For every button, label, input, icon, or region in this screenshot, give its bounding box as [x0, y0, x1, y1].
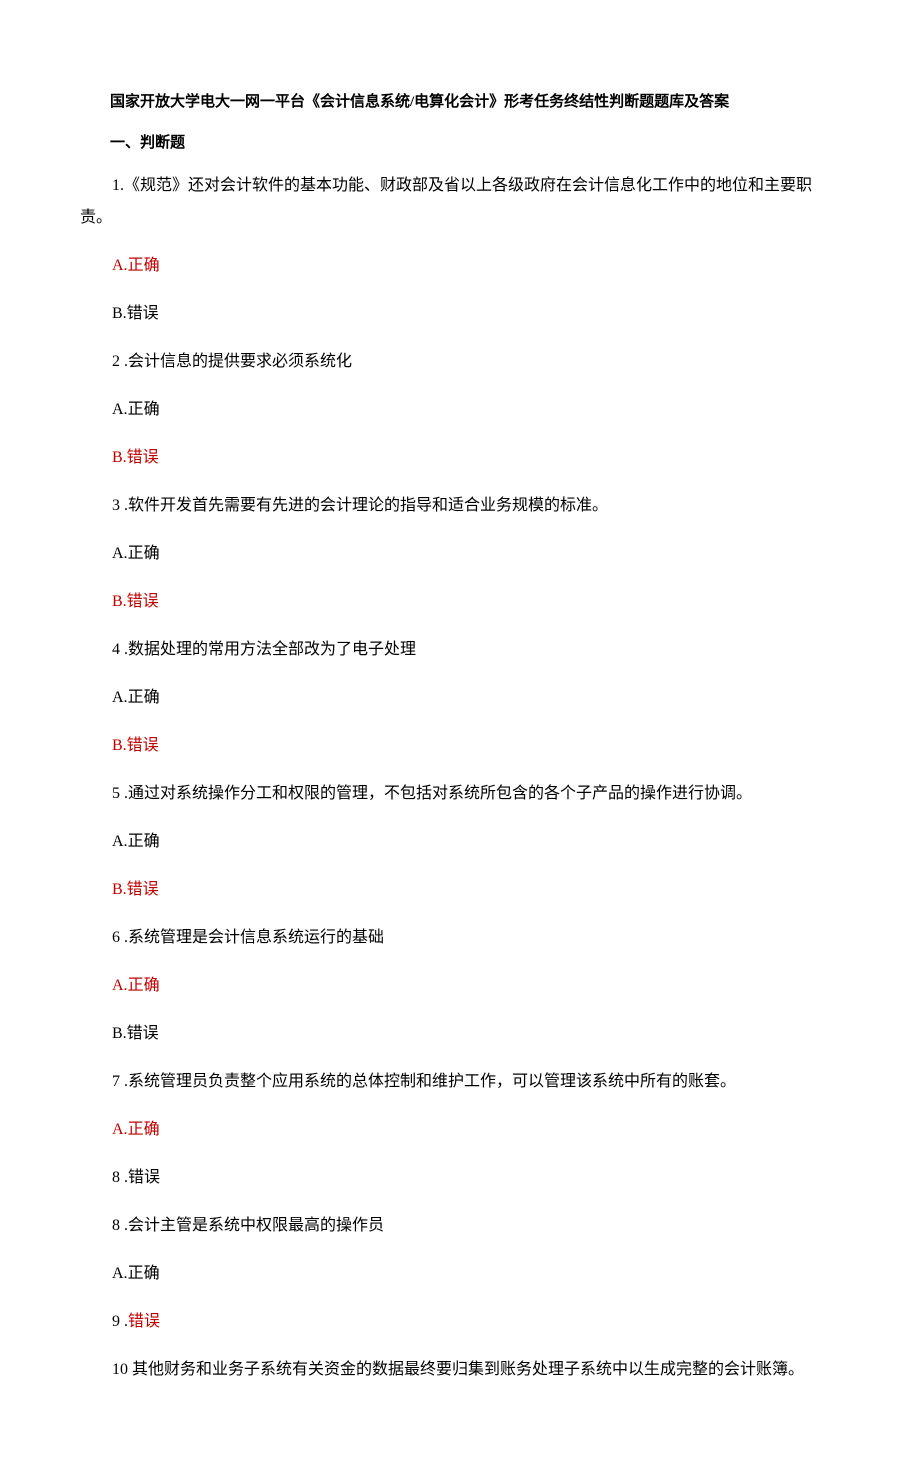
- answer-option: A.正确: [80, 1114, 840, 1146]
- answer-option: B.错误: [80, 298, 840, 330]
- item-text: 错误: [128, 1169, 160, 1186]
- item-text: 错误: [127, 305, 159, 322]
- item-prefix: 1.: [112, 177, 124, 194]
- item-text: 《规范》还对会计软件的基本功能、财政部及省以上各级政府在会计信息化工作中的地位和…: [80, 177, 812, 226]
- item-text: 会计信息的提供要求必须系统化: [128, 353, 352, 370]
- item-text: 通过对系统操作分工和权限的管理，不包括对系统所包含的各个子产品的操作进行协调。: [128, 785, 752, 802]
- item-prefix: A.: [112, 977, 128, 994]
- item-prefix: 3 .: [112, 497, 128, 514]
- answer-option: 9 .错误: [80, 1306, 840, 1338]
- item-text: 错误: [127, 449, 159, 466]
- answer-option: A.正确: [80, 250, 840, 282]
- item-prefix: 8 .: [112, 1217, 128, 1234]
- item-prefix: 9 .: [112, 1313, 128, 1330]
- answer-option: A.正确: [80, 1258, 840, 1290]
- item-text: 正确: [128, 833, 160, 850]
- item-text: 错误: [127, 881, 159, 898]
- item-prefix: A.: [112, 545, 128, 562]
- item-text: 系统管理是会计信息系统运行的基础: [128, 929, 384, 946]
- item-text: 正确: [128, 401, 160, 418]
- answer-option: A.正确: [80, 970, 840, 1002]
- item-text: 正确: [128, 545, 160, 562]
- item-prefix: A.: [112, 833, 128, 850]
- item-text: 正确: [128, 1121, 160, 1138]
- item-prefix: A.: [112, 689, 128, 706]
- question-text: 10 其他财务和业务子系统有关资金的数据最终要归集到账务处理子系统中以生成完整的…: [80, 1354, 840, 1386]
- item-text: 正确: [128, 1265, 160, 1282]
- question-text: 6 .系统管理是会计信息系统运行的基础: [80, 922, 840, 954]
- item-text: 其他财务和业务子系统有关资金的数据最终要归集到账务处理子系统中以生成完整的会计账…: [132, 1361, 804, 1378]
- answer-option: A.正确: [80, 682, 840, 714]
- answer-option: A.正确: [80, 826, 840, 858]
- answer-option: B.错误: [80, 1018, 840, 1050]
- item-text: 正确: [128, 257, 160, 274]
- question-text: 3 .软件开发首先需要有先进的会计理论的指导和适合业务规模的标准。: [80, 490, 840, 522]
- item-prefix: 6 .: [112, 929, 128, 946]
- answer-option: B.错误: [80, 874, 840, 906]
- answer-option: B.错误: [80, 586, 840, 618]
- question-text: 4 .数据处理的常用方法全部改为了电子处理: [80, 634, 840, 666]
- item-prefix: 4 .: [112, 641, 128, 658]
- item-text: 正确: [128, 689, 160, 706]
- item-prefix: B.: [112, 305, 127, 322]
- section-heading: 一、判断题: [80, 131, 840, 152]
- question-text: 5 .通过对系统操作分工和权限的管理，不包括对系统所包含的各个子产品的操作进行协…: [80, 778, 840, 810]
- answer-option: 8 .错误: [80, 1162, 840, 1194]
- item-prefix: A.: [112, 1121, 128, 1138]
- question-text: 7 .系统管理员负责整个应用系统的总体控制和维护工作，可以管理该系统中所有的账套…: [80, 1066, 840, 1098]
- item-prefix: B.: [112, 881, 127, 898]
- item-prefix: 5 .: [112, 785, 128, 802]
- item-text: 正确: [128, 977, 160, 994]
- answer-option: B.错误: [80, 730, 840, 762]
- item-prefix: 7 .: [112, 1073, 128, 1090]
- item-prefix: B.: [112, 1025, 127, 1042]
- question-text: 2 .会计信息的提供要求必须系统化: [80, 346, 840, 378]
- item-prefix: 8 .: [112, 1169, 128, 1186]
- item-text: 会计主管是系统中权限最高的操作员: [128, 1217, 384, 1234]
- item-prefix: A.: [112, 257, 128, 274]
- answer-option: A.正确: [80, 394, 840, 426]
- item-prefix: A.: [112, 1265, 128, 1282]
- item-text: 软件开发首先需要有先进的会计理论的指导和适合业务规模的标准。: [128, 497, 608, 514]
- answer-option: B.错误: [80, 442, 840, 474]
- item-text: 错误: [127, 1025, 159, 1042]
- item-prefix: B.: [112, 737, 127, 754]
- item-text: 错误: [128, 1313, 160, 1330]
- document-title: 国家开放大学电大一网一平台《会计信息系统/电算化会计》形考任务终结性判断题题库及…: [80, 90, 840, 111]
- question-text: 1.《规范》还对会计软件的基本功能、财政部及省以上各级政府在会计信息化工作中的地…: [80, 170, 840, 234]
- item-prefix: 2 .: [112, 353, 128, 370]
- answer-option: A.正确: [80, 538, 840, 570]
- item-text: 错误: [127, 593, 159, 610]
- item-text: 数据处理的常用方法全部改为了电子处理: [128, 641, 416, 658]
- item-prefix: A.: [112, 401, 128, 418]
- item-text: 系统管理员负责整个应用系统的总体控制和维护工作，可以管理该系统中所有的账套。: [128, 1073, 736, 1090]
- question-text: 8 .会计主管是系统中权限最高的操作员: [80, 1210, 840, 1242]
- content-area: 1.《规范》还对会计软件的基本功能、财政部及省以上各级政府在会计信息化工作中的地…: [80, 170, 840, 1386]
- item-prefix: B.: [112, 593, 127, 610]
- item-prefix: 10: [112, 1361, 132, 1378]
- item-prefix: B.: [112, 449, 127, 466]
- item-text: 错误: [127, 737, 159, 754]
